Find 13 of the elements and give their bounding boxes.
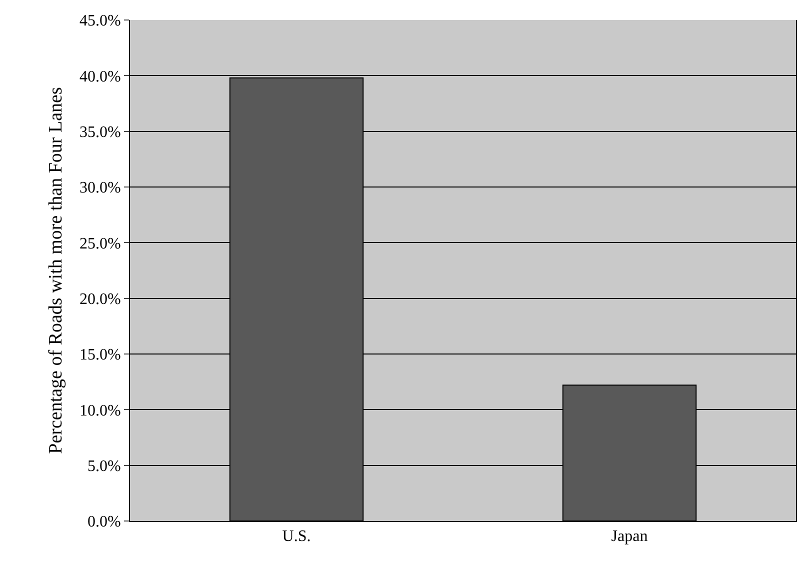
y-tick-label: 40.0% xyxy=(79,68,121,86)
y-tick-label: 20.0% xyxy=(79,290,121,308)
y-tick-label: 5.0% xyxy=(87,458,121,475)
y-tick-label: 30.0% xyxy=(79,180,121,197)
y-tick-label: 25.0% xyxy=(79,235,121,252)
x-tick-label: Japan xyxy=(611,528,648,546)
x-tick-label: U.S. xyxy=(282,528,311,546)
y-tick-label: 35.0% xyxy=(79,124,121,141)
y-tick-label: 10.0% xyxy=(79,402,121,420)
y-tick-label: 0.0% xyxy=(87,514,121,531)
y-tick-label: 15.0% xyxy=(79,346,121,364)
y-axis-title: Percentage of Roads with more than Four Lanes xyxy=(45,87,66,454)
y-tick-label: 45.0% xyxy=(79,12,121,30)
